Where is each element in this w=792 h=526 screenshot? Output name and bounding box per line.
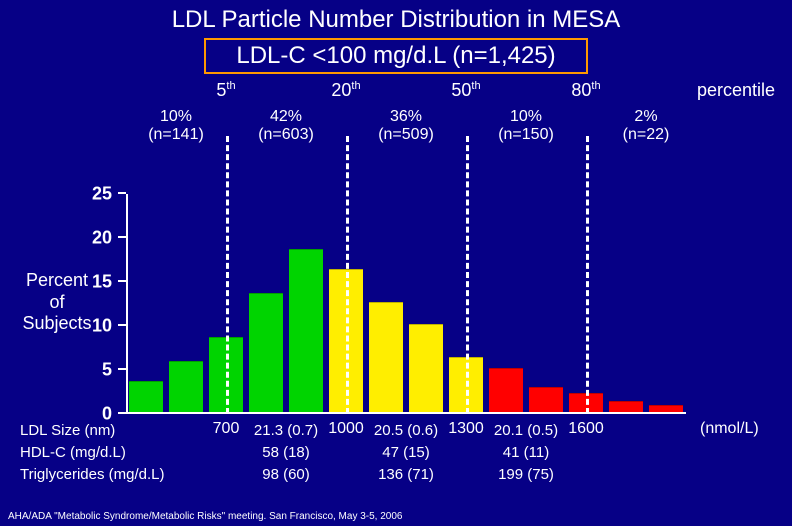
summary-table: LDL Size (nm)21.3 (0.7)20.5 (0.6)20.1 (0… (20, 438, 772, 488)
y-tick (118, 192, 126, 194)
percentile-header-row: 5th 20th 50th 80th percentile (0, 80, 792, 108)
subtitle-wrap: LDL-C <100 mg/d.L (n=1,425) (0, 38, 792, 74)
table-row-label: HDL-C (mg/d.L) (20, 444, 126, 461)
table-cell: 199 (75) (498, 466, 554, 483)
bucket-summary: 10%(n=150) (498, 108, 554, 145)
y-axis-line (126, 194, 128, 414)
bucket-summary: 2%(n=22) (623, 108, 670, 145)
table-row: LDL Size (nm) 21.3 (0.7) 20.5 (0.6) 20.1 (0… (20, 422, 772, 444)
table-cell: 98 (60) (262, 466, 310, 483)
y-tick (118, 368, 126, 370)
table-cell: 41 (11) (503, 444, 549, 461)
chart-title: LDL Particle Number Distribution in MESA (0, 0, 792, 34)
bar (369, 302, 403, 412)
bucket-summary: 42%(n=603) (258, 108, 314, 145)
chart-subtitle: LDL-C <100 mg/d.L (n=1,425) (204, 38, 587, 74)
table-row: HDL-C (mg/d.L) 58 (18) 47 (15) 41 (11) (20, 444, 772, 466)
bar (649, 405, 683, 412)
percentile-mark: 20th (331, 80, 360, 101)
bucket-summary: 10%(n=141) (148, 108, 204, 145)
percentile-mark: 50th (451, 80, 480, 101)
y-tick (118, 236, 126, 238)
table-cell: 47 (15) (382, 444, 430, 461)
percentile-divider (226, 136, 229, 414)
table-row-label: Triglycerides (mg/d.L) (20, 466, 164, 483)
percentile-mark: 80th (571, 80, 600, 101)
percentile-word: percentile (697, 80, 775, 101)
percentile-mark: 5th (216, 80, 235, 101)
table-cell: 20.1 (0.5) (494, 422, 558, 439)
bar (489, 368, 523, 412)
table-cell: 58 (18) (262, 444, 310, 461)
y-axis-label-3: Subjects (22, 313, 91, 333)
footer-citation: AHA/ADA "Metabolic Syndrome/Metabolic Ri… (8, 511, 403, 522)
table-row: Triglycerides (mg/d.L) 98 (60) 136 (71) 199… (20, 466, 772, 488)
percentile-divider (466, 136, 469, 414)
bucket-summary-row: 10%(n=141) 42%(n=603) 36%(n=509) 10%(n=150)… (0, 108, 792, 150)
y-axis-label-2: of (49, 292, 64, 312)
y-tick (118, 412, 126, 414)
bar (529, 387, 563, 412)
bucket-summary: 36%(n=509) (378, 108, 434, 145)
table-cell: 136 (71) (378, 466, 434, 483)
y-tick-label: 25 (92, 184, 112, 205)
table-row-label: LDL Size (nm) (20, 422, 115, 439)
bar (609, 401, 643, 412)
y-tick (118, 280, 126, 282)
percentile-divider (346, 136, 349, 414)
percentile-divider (586, 136, 589, 414)
y-axis-label: Percent of Subjects (22, 270, 92, 335)
bar-chart: (nmol/L) 0510152025700100013001600 (126, 194, 686, 414)
bar (289, 249, 323, 412)
y-axis-label-1: Percent (26, 270, 88, 290)
table-cell: 20.5 (0.6) (374, 422, 438, 439)
bar (409, 324, 443, 412)
bar (169, 361, 203, 412)
y-tick-label: 15 (92, 272, 112, 293)
y-tick-label: 10 (92, 316, 112, 337)
y-tick (118, 324, 126, 326)
y-tick-label: 5 (102, 360, 112, 381)
y-tick-label: 20 (92, 228, 112, 249)
table-cell: 21.3 (0.7) (254, 422, 318, 439)
bar (129, 381, 163, 412)
x-axis-line (126, 412, 686, 414)
bar (249, 293, 283, 412)
